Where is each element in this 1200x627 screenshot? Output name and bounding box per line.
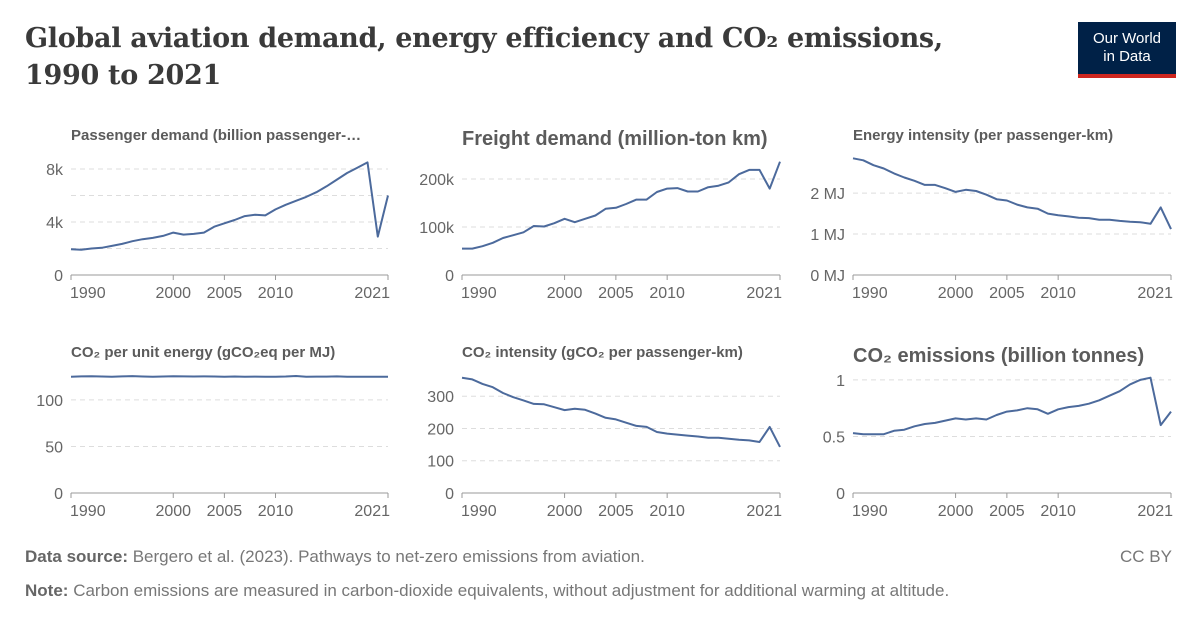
panel-title: CO₂ intensity (gCO₂ per passenger-km) (462, 344, 743, 361)
x-tick-label: 2000 (155, 285, 191, 302)
y-tick-label: 0 (54, 486, 63, 503)
x-tick-label: 1990 (461, 503, 497, 520)
y-tick-label: 0 (54, 268, 63, 285)
x-tick-label: 2010 (649, 503, 685, 520)
y-tick-label: 200k (419, 172, 455, 189)
x-tick-label: 2021 (746, 503, 782, 520)
chart-title: Global aviation demand, energy efficienc… (25, 23, 943, 91)
x-tick-label: 2000 (547, 285, 583, 302)
chart-panel: CO₂ per unit energy (gCO₂eq per MJ) 0 50 10… (36, 344, 390, 520)
x-tick-label: 2000 (547, 503, 583, 520)
x-tick-label: 2000 (938, 285, 974, 302)
chart-panel: Freight demand (million-ton km) 0 100k 200k… (419, 128, 782, 302)
series-line (852, 157, 1172, 230)
y-tick-label: 0 (445, 268, 454, 285)
source-label: Data source: (25, 547, 128, 566)
x-tick-label: 1990 (70, 285, 106, 302)
chart-panel: CO₂ emissions (billion tonnes) 0 0.5 1 1990 2… (823, 345, 1173, 520)
x-tick-label: 2021 (746, 285, 782, 302)
panel-title: CO₂ per unit energy (gCO₂eq per MJ) (71, 344, 335, 361)
x-tick-label: 2005 (207, 503, 243, 520)
y-tick-label: 1 (836, 373, 845, 390)
chart-panel: Passenger demand (billion passenger-… 0 4k… (46, 127, 390, 302)
panel-title: Energy intensity (per passenger-km) (853, 127, 1113, 144)
x-tick-label: 1990 (461, 285, 497, 302)
x-tick-label: 2010 (258, 285, 294, 302)
y-tick-label: 8k (46, 162, 64, 179)
y-tick-label: 0 (836, 486, 845, 503)
x-tick-label: 2000 (938, 503, 974, 520)
y-tick-label: 0 (445, 486, 454, 503)
x-tick-label: 1990 (852, 503, 888, 520)
x-tick-label: 2021 (1137, 285, 1173, 302)
x-tick-label: 2005 (598, 285, 634, 302)
logo-line-1: Our World (1092, 30, 1162, 47)
panel-title: Freight demand (million-ton km) (462, 128, 768, 150)
panel-title: CO₂ emissions (billion tonnes) (853, 345, 1144, 367)
data-source: Data source: Bergero et al. (2023). Path… (25, 547, 645, 567)
x-tick-label: 2005 (989, 285, 1025, 302)
x-tick-label: 2010 (258, 503, 294, 520)
y-tick-label: 300 (427, 389, 454, 406)
y-tick-label: 200 (427, 421, 454, 438)
y-tick-label: 1 MJ (810, 227, 845, 244)
series-line (462, 161, 781, 250)
note-text: Carbon emissions are measured in carbon-… (73, 581, 950, 600)
series-line (70, 161, 389, 251)
logo-line-2: in Data (1103, 48, 1151, 65)
owid-logo[interactable]: Our World in Data (1078, 22, 1176, 78)
series-line (70, 375, 388, 378)
x-tick-label: 2005 (598, 503, 634, 520)
chart-panel: CO₂ intensity (gCO₂ per passenger-km) 0 10… (427, 344, 782, 520)
x-tick-label: 2005 (989, 503, 1025, 520)
chart-panel: Energy intensity (per passenger-km) 0 MJ 1… (810, 127, 1173, 302)
y-tick-label: 100k (419, 220, 455, 237)
panel-title: Passenger demand (billion passenger-… (71, 127, 361, 144)
x-tick-label: 1990 (852, 285, 888, 302)
y-tick-label: 0.5 (823, 429, 845, 446)
source-text[interactable]: Bergero et al. (2023). Pathways to net-z… (132, 547, 645, 566)
y-tick-label: 50 (45, 439, 63, 456)
series-line (461, 376, 781, 448)
x-tick-label: 2010 (1040, 503, 1076, 520)
series-line (852, 376, 1172, 436)
y-tick-label: 2 MJ (810, 186, 845, 203)
x-tick-label: 2000 (155, 503, 191, 520)
x-tick-label: 2021 (1137, 503, 1173, 520)
y-tick-label: 0 MJ (810, 268, 845, 285)
note-label: Note: (25, 581, 69, 600)
x-tick-label: 2021 (354, 285, 390, 302)
y-tick-label: 100 (36, 393, 63, 410)
note: Note: Carbon emissions are measured in c… (25, 581, 949, 601)
x-tick-label: 2010 (649, 285, 685, 302)
license[interactable]: CC BY (1120, 547, 1172, 566)
x-tick-label: 2010 (1040, 285, 1076, 302)
y-tick-label: 4k (46, 215, 64, 232)
x-tick-label: 2021 (354, 503, 390, 520)
x-tick-label: 1990 (70, 503, 106, 520)
y-tick-label: 100 (427, 454, 454, 471)
x-tick-label: 2005 (207, 285, 243, 302)
